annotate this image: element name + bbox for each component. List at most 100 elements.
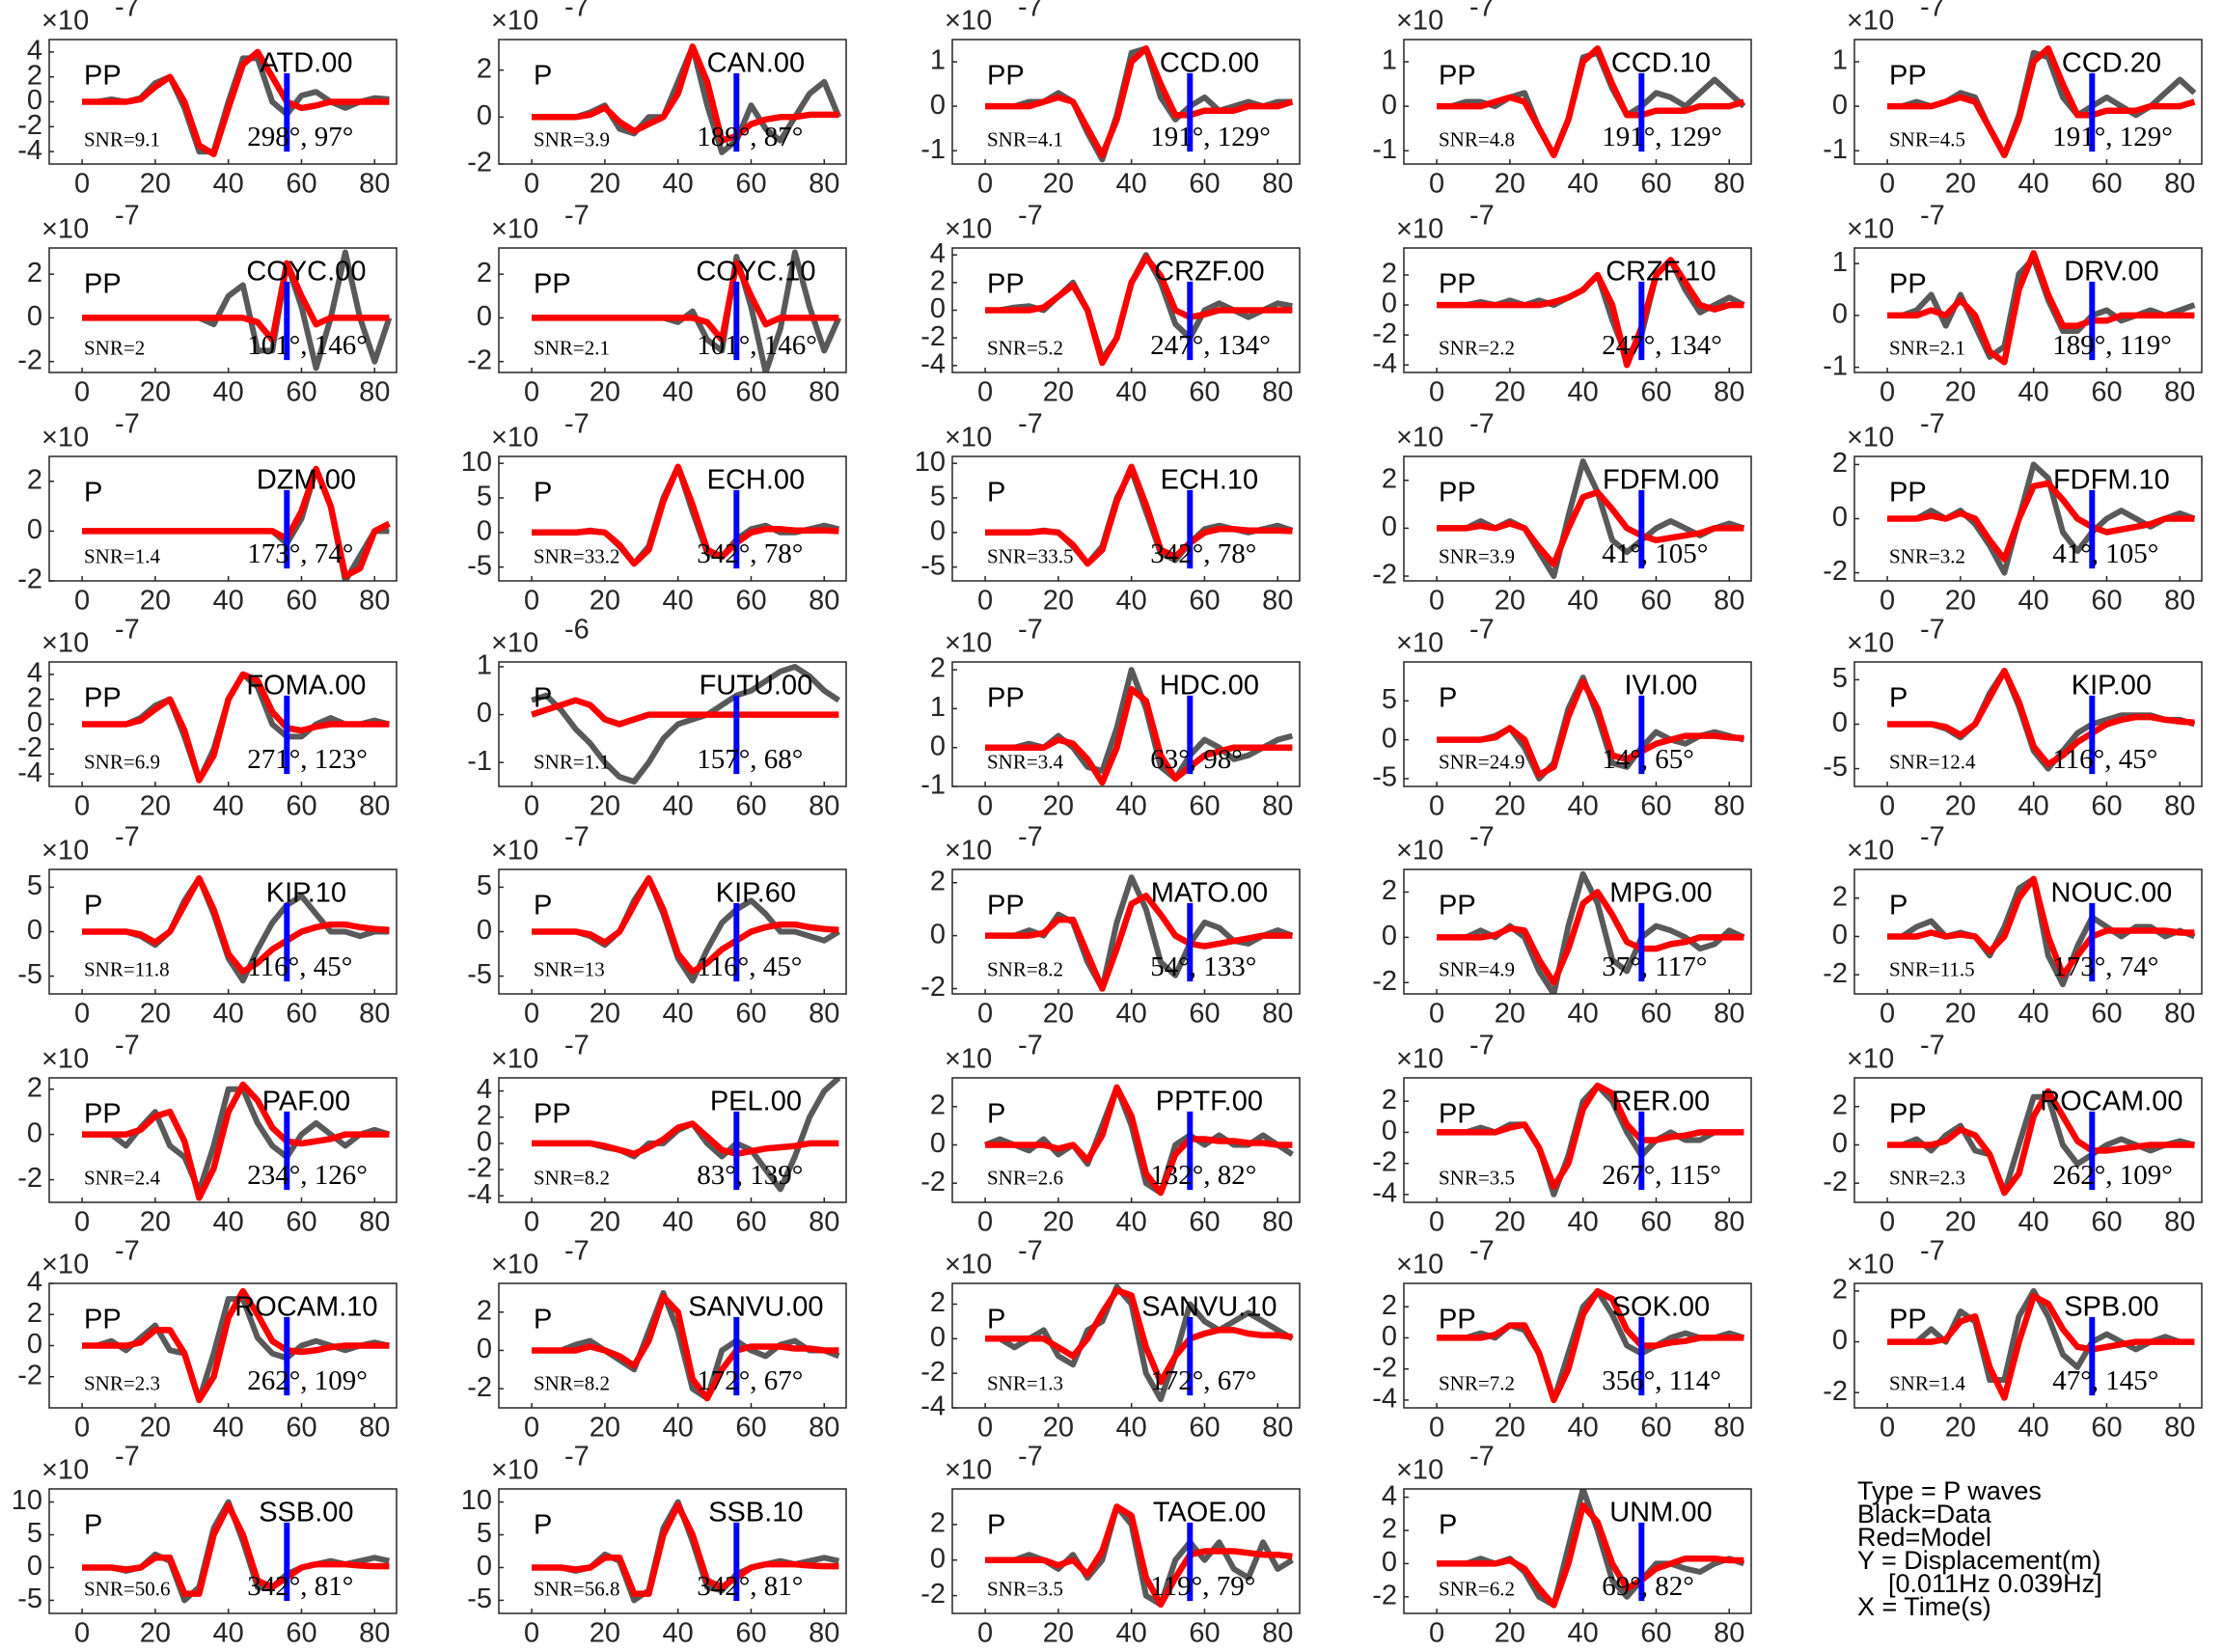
axis-exponent-power: -7: [564, 1442, 590, 1473]
angles-label: 41°, 105°: [2052, 538, 2158, 569]
x-tick-label: 60: [1640, 377, 1671, 408]
waveform: [985, 1286, 1293, 1386]
y-tick-label: 2: [1382, 875, 1397, 906]
x-tick-label: 40: [213, 791, 244, 822]
station-name: PPTF.00: [1156, 1086, 1263, 1116]
axis-exponent-power: -7: [115, 1236, 140, 1267]
waveform: [985, 1084, 1293, 1197]
snr-label: SNR=7.2: [1439, 1372, 1515, 1395]
waveform: [82, 260, 390, 344]
axis-exponent-power: -7: [1018, 201, 1043, 232]
x-tick-label: 0: [74, 999, 90, 1030]
waveform: [82, 465, 391, 580]
x-tick-label: 20: [590, 791, 620, 822]
station-name: SSB.10: [708, 1497, 803, 1528]
y-tick-label: -5: [467, 1583, 492, 1614]
angles-label: 298°, 97°: [247, 122, 353, 152]
waveform: [532, 874, 839, 976]
x-tick-label: 80: [809, 377, 839, 408]
station-name: SANVU.10: [1141, 1291, 1276, 1322]
axes-box: [951, 1282, 1301, 1409]
y-tick-label: 2: [930, 1089, 946, 1120]
snr-label: SNR=1.3: [987, 1372, 1063, 1395]
y-tick-label: -5: [1823, 752, 1848, 783]
station-name: TAOE.00: [1153, 1497, 1266, 1528]
snr-label: SNR=3.5: [987, 1578, 1063, 1601]
axis-exponent-power: -7: [1469, 0, 1495, 23]
x-tick-label: 80: [2164, 586, 2195, 617]
axis-exponent: ×10: [945, 628, 992, 659]
x-tick-label: 60: [2091, 999, 2122, 1030]
axis-exponent-power: -7: [1920, 1236, 1945, 1267]
x-tick-label: 0: [1880, 586, 1895, 617]
phase-label: PP: [1889, 60, 1927, 91]
snr-label: SNR=8.2: [534, 1372, 610, 1395]
station-name: CCD.00: [1160, 47, 1259, 78]
y-tick-label: 0: [27, 1329, 42, 1360]
axes-box: [48, 247, 398, 373]
x-tick-label: 60: [1189, 1618, 1220, 1649]
x-tick-label: 40: [1116, 377, 1147, 408]
waveform: [1437, 44, 1745, 159]
station-name: KIP.60: [716, 877, 796, 908]
x-tick-label: 80: [1262, 791, 1293, 822]
axes-box: [498, 1077, 847, 1203]
waveform: [985, 1283, 1294, 1402]
x-tick-label: 20: [1043, 586, 1074, 617]
x-tick-label: 80: [809, 1618, 839, 1649]
x-tick-label: 80: [809, 1413, 839, 1444]
waveform: [82, 1501, 390, 1597]
x-tick-label: 0: [1880, 377, 1895, 408]
waveform: [1437, 257, 1744, 369]
axis-exponent: ×10: [41, 6, 89, 37]
angles-label: 101°, 146°: [247, 330, 368, 361]
snr-label: SNR=2.1: [1889, 337, 1965, 360]
snr-label: SNR=56.8: [534, 1578, 619, 1601]
x-tick-label: 0: [74, 169, 90, 200]
x-tick-label: 60: [2091, 791, 2122, 822]
y-tick-label: -1: [920, 134, 946, 165]
angles-label: 262°, 109°: [2052, 1160, 2173, 1191]
axes-box: [498, 1282, 847, 1409]
y-tick-label: 2: [1382, 1085, 1397, 1115]
x-tick-label: 20: [1495, 377, 1525, 408]
phase-label: P: [987, 477, 1005, 508]
waveform: [1887, 480, 2195, 563]
y-tick-label: -1: [467, 746, 492, 777]
snr-label: SNR=9.1: [84, 128, 160, 151]
x-tick-label: 20: [140, 999, 171, 1030]
station-name: SANVU.00: [688, 1291, 823, 1322]
y-tick-label: 4: [27, 36, 42, 67]
y-tick-label: 0: [477, 301, 492, 332]
waveform: [82, 1086, 391, 1195]
x-tick-label: 80: [1714, 999, 1744, 1030]
axes-box: [1403, 661, 1752, 787]
x-tick-label: 80: [1262, 1413, 1293, 1444]
x-tick-label: 0: [1880, 999, 1895, 1030]
axis-exponent-power: -7: [1018, 0, 1043, 23]
axis-exponent-power: -7: [1469, 822, 1495, 853]
axes-box: [1853, 868, 2203, 995]
axis-exponent: ×10: [1847, 1044, 1894, 1075]
station-name: CRZF.00: [1154, 256, 1264, 287]
waveform: [1887, 250, 2195, 366]
x-tick-label: 80: [809, 1207, 839, 1238]
phase-label: P: [1439, 1509, 1457, 1540]
angles-label: 63°, 98°: [1150, 744, 1243, 775]
y-tick-label: -1: [1823, 350, 1848, 381]
x-tick-label: 20: [1043, 1413, 1074, 1444]
x-tick-label: 60: [1640, 586, 1671, 617]
x-tick-label: 60: [735, 1207, 766, 1238]
waveform: [532, 1501, 839, 1597]
x-tick-label: 80: [359, 999, 390, 1030]
y-tick-label: 1: [477, 650, 492, 681]
x-tick-label: 60: [1640, 999, 1671, 1030]
snr-label: SNR=6.9: [84, 751, 160, 774]
x-tick-label: 20: [140, 169, 171, 200]
x-tick-label: 20: [1495, 791, 1525, 822]
station-name: SSB.00: [259, 1497, 353, 1528]
y-tick-label: 2: [930, 265, 946, 296]
x-tick-label: 20: [1945, 169, 1976, 200]
axis-exponent: ×10: [945, 6, 992, 37]
y-tick-label: 0: [477, 915, 492, 946]
